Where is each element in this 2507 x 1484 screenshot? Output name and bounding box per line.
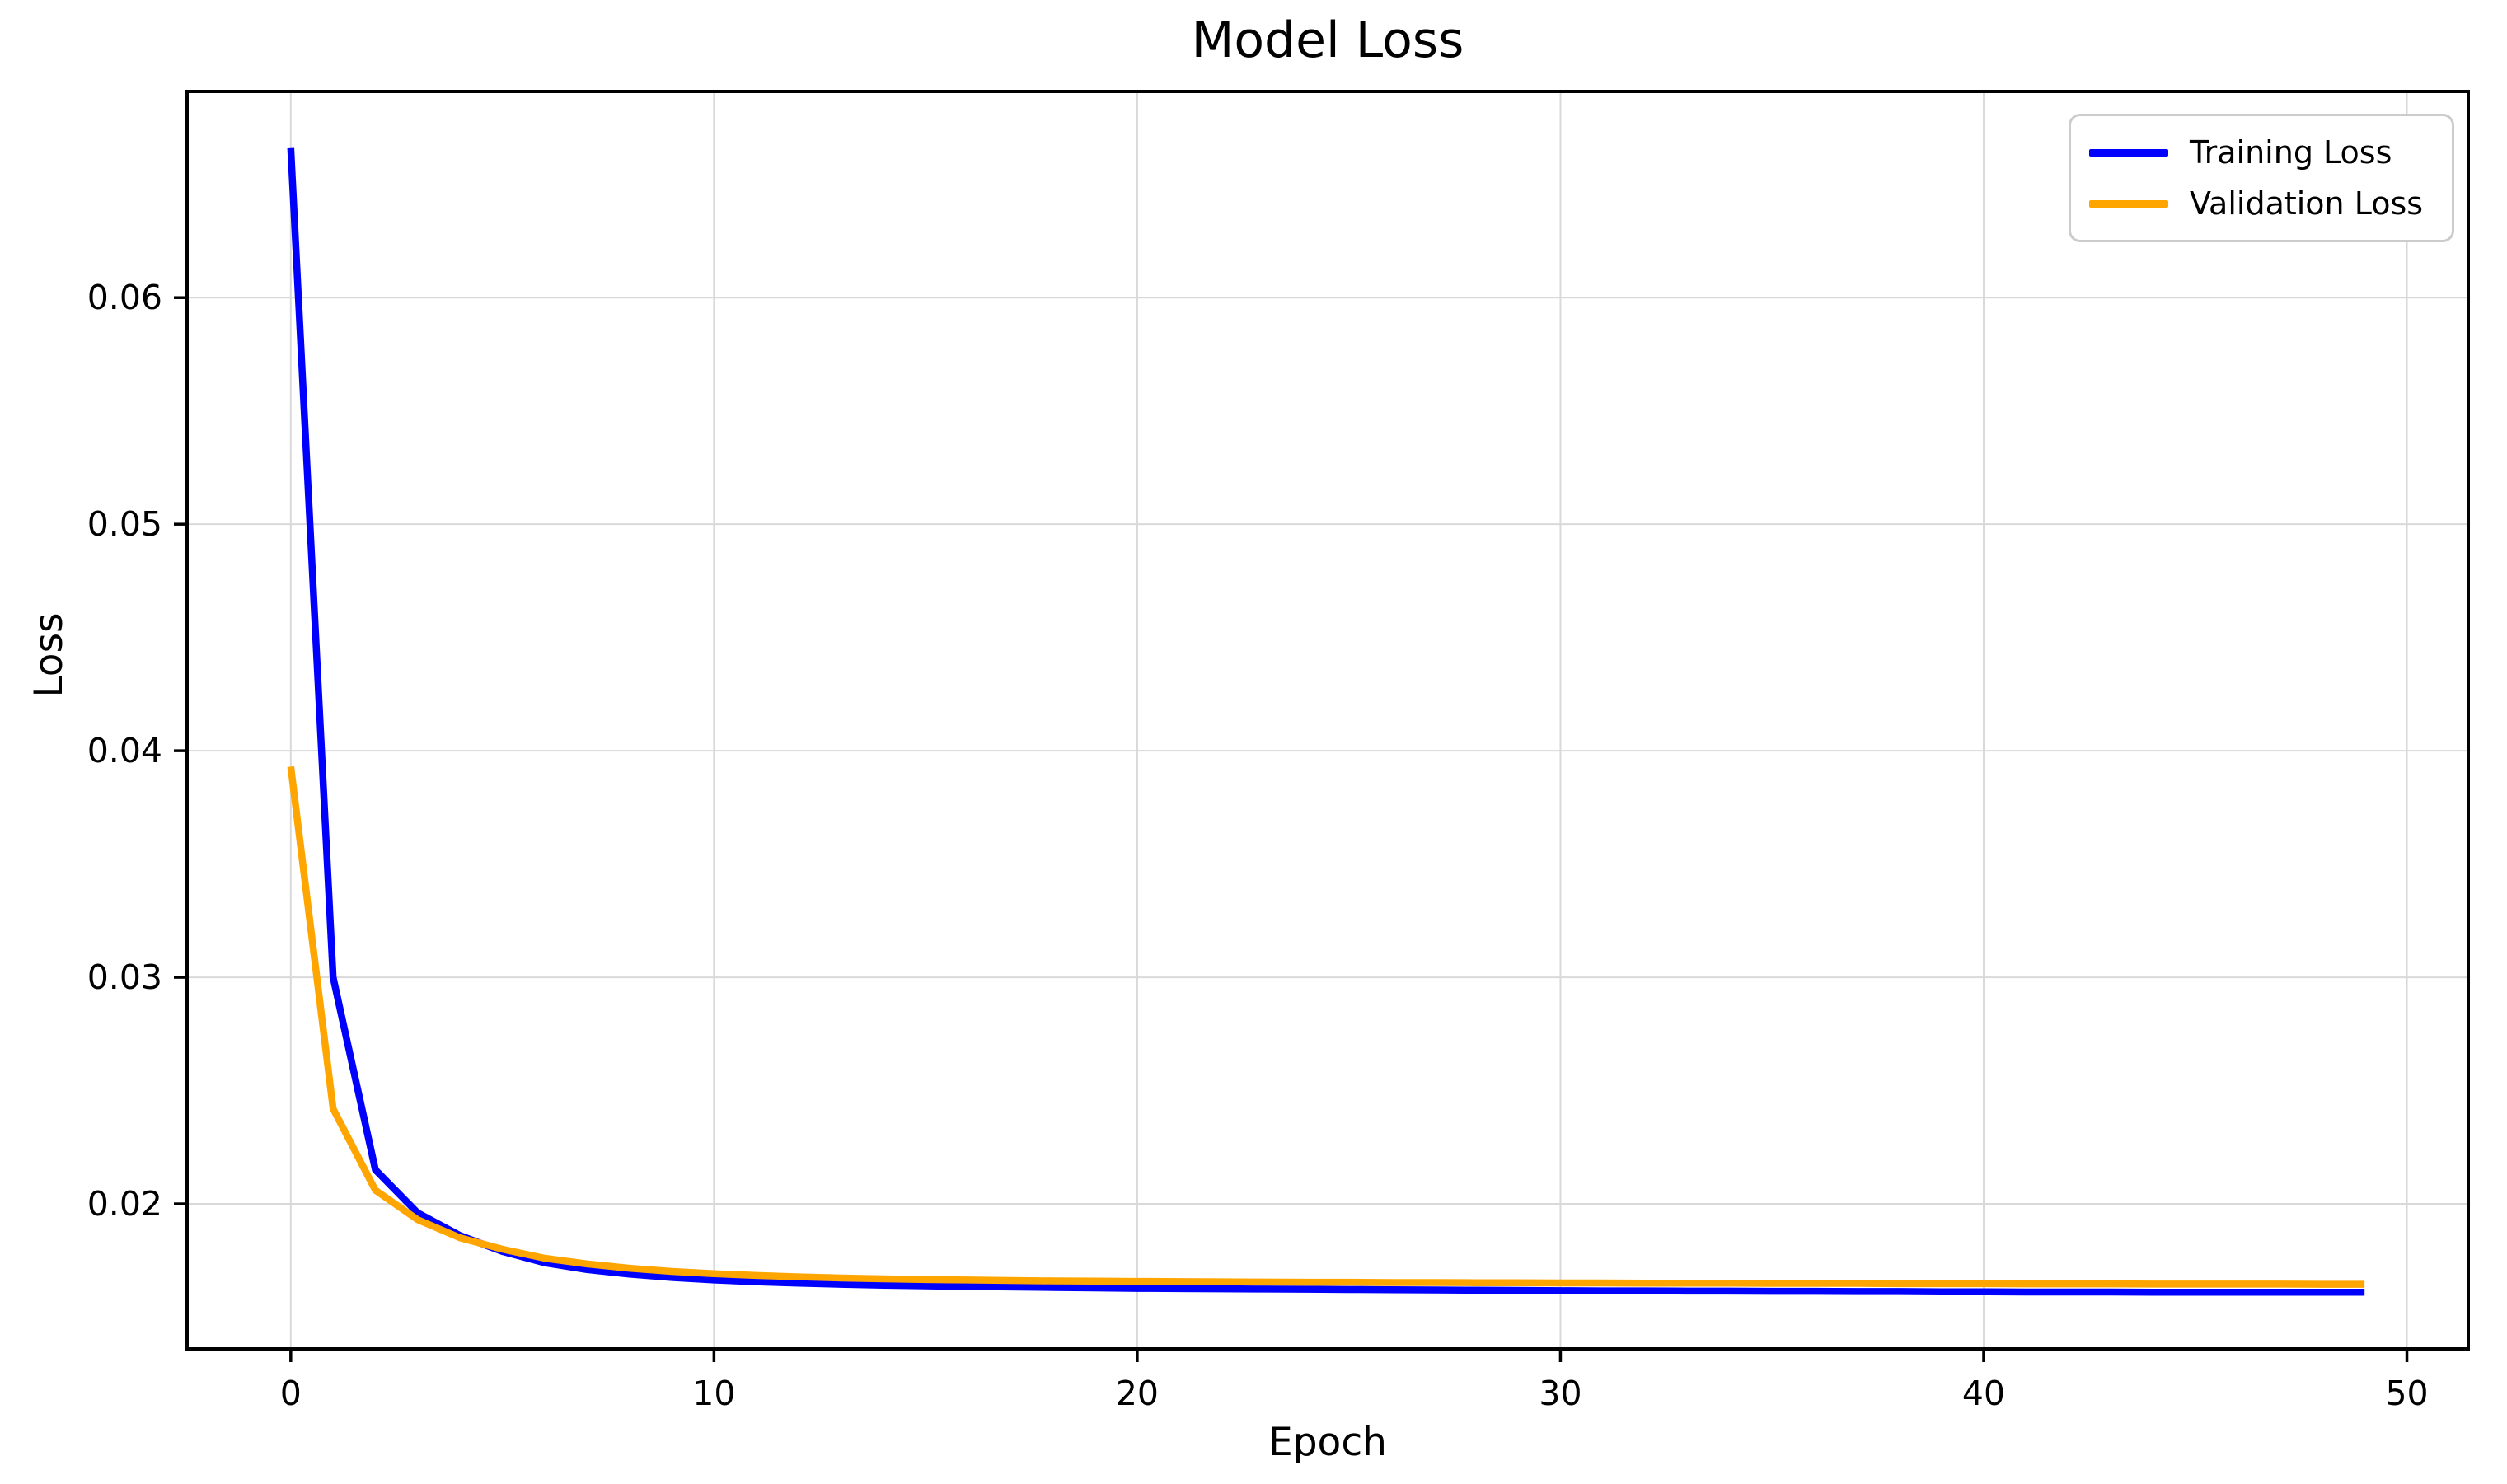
legend-item-validation-loss: Validation Loss bbox=[2089, 185, 2434, 222]
x-tick-label: 20 bbox=[1116, 1374, 1159, 1413]
y-tick-label: 0.03 bbox=[87, 957, 162, 997]
validation-loss-line bbox=[287, 765, 2365, 1288]
x-tick-label: 50 bbox=[2385, 1374, 2428, 1413]
legend-label-training-loss: Training Loss bbox=[2190, 134, 2392, 171]
legend-label-validation-loss: Validation Loss bbox=[2190, 185, 2424, 222]
x-axis-label: Epoch bbox=[1268, 1420, 1387, 1465]
x-tick-label: 10 bbox=[692, 1374, 735, 1413]
legend-swatch-training-loss bbox=[2089, 148, 2168, 157]
y-axis-label: Loss bbox=[26, 612, 72, 698]
chart-title: Model Loss bbox=[1191, 12, 1464, 69]
training-loss-line bbox=[287, 147, 2365, 1296]
legend-item-training-loss: Training Loss bbox=[2089, 134, 2434, 171]
y-tick-label: 0.06 bbox=[87, 278, 162, 317]
legend: Training Loss Validation Loss bbox=[2069, 114, 2454, 242]
axes-spines bbox=[185, 90, 2470, 1351]
legend-swatch-validation-loss bbox=[2089, 199, 2168, 208]
x-tick-label: 30 bbox=[1539, 1374, 1582, 1413]
y-tick-label: 0.05 bbox=[87, 504, 162, 544]
x-tick-label: 0 bbox=[280, 1374, 302, 1413]
x-tick-label: 40 bbox=[1962, 1374, 2005, 1413]
y-tick-label: 0.04 bbox=[87, 731, 162, 770]
y-tick-label: 0.02 bbox=[87, 1184, 162, 1224]
